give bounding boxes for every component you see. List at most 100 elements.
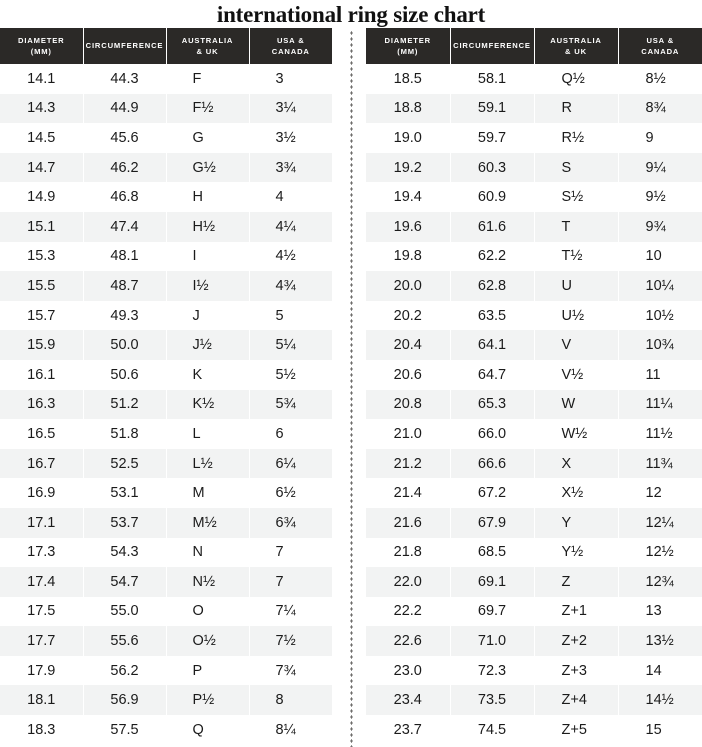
cell-diameter-mm: 23.0 bbox=[366, 655, 451, 686]
right-table-header: DIAMETER (mm) CIRCUMFERENCE AUSTRALIA & … bbox=[366, 28, 702, 64]
cell-australia-uk: R½ bbox=[534, 123, 619, 153]
cell-diameter-mm: 16.5 bbox=[0, 419, 84, 449]
cell-diameter-mm: 18.3 bbox=[0, 715, 84, 745]
cell-circumference: 44.9 bbox=[83, 93, 167, 124]
cell-australia-uk: O bbox=[166, 596, 250, 627]
table-row: 19.2 60.3 S 9¼ bbox=[366, 152, 702, 183]
table-row: 16.1 50.6 K 5½ bbox=[0, 359, 332, 390]
cell-usa-canada: 14 bbox=[645, 662, 662, 679]
cell-usa-canada: 5¾ bbox=[275, 396, 296, 413]
column-header-label: USA & bbox=[276, 35, 305, 45]
cell-usa-canada: 8¼ bbox=[275, 721, 296, 738]
cell-australia-uk: Z+3 bbox=[534, 655, 619, 686]
cell-australia-uk: K bbox=[166, 359, 250, 390]
cell-australia-uk: Z+1 bbox=[534, 596, 619, 627]
cell-diameter-mm: 15.3 bbox=[0, 241, 84, 272]
cell-australia-uk: F bbox=[166, 64, 250, 94]
cell-australia-uk: P bbox=[166, 655, 250, 686]
cell-australia-uk: M½ bbox=[166, 507, 250, 538]
cell-circumference: 53.7 bbox=[83, 507, 167, 538]
table-row: 19.8 62.2 T½ 10 bbox=[366, 241, 702, 272]
cell-circumference: 68.5 bbox=[450, 537, 535, 568]
table-row: 15.1 47.4 H½ 4¼ bbox=[0, 211, 332, 242]
header-row: DIAMETER (mm) CIRCUMFERENCE AUSTRALIA & … bbox=[0, 28, 332, 64]
table-row: 17.4 54.7 N½ 7 bbox=[0, 567, 332, 597]
column-header-circumference: CIRCUMFERENCE bbox=[83, 28, 167, 64]
header-row: DIAMETER (mm) CIRCUMFERENCE AUSTRALIA & … bbox=[366, 28, 702, 64]
cell-australia-uk: G½ bbox=[166, 152, 250, 183]
table-row: 15.5 48.7 I½ 4¾ bbox=[0, 271, 332, 301]
table-row: 20.4 64.1 V 10¾ bbox=[366, 330, 702, 360]
cell-usa-canada: 13 bbox=[645, 603, 662, 620]
cell-circumference: 65.3 bbox=[450, 389, 535, 420]
cell-australia-uk: Z+2 bbox=[534, 626, 619, 656]
cell-usa-canada: 7¾ bbox=[275, 662, 296, 679]
cell-usa-canada: 14½ bbox=[645, 692, 674, 709]
cell-australia-uk: T½ bbox=[534, 241, 619, 272]
cell-diameter-mm: 20.4 bbox=[366, 330, 451, 360]
column-header-label: DIAMETER bbox=[384, 35, 431, 45]
cell-australia-uk: I½ bbox=[166, 271, 250, 301]
cell-circumference: 48.7 bbox=[83, 271, 167, 301]
cell-australia-uk: X½ bbox=[534, 478, 619, 508]
cell-circumference: 50.0 bbox=[83, 330, 167, 360]
cell-usa-canada: 9¼ bbox=[645, 159, 666, 176]
cell-usa-canada: 6¾ bbox=[275, 514, 296, 531]
cell-diameter-mm: 18.5 bbox=[366, 64, 451, 94]
cell-australia-uk: L½ bbox=[166, 448, 250, 479]
cell-diameter-mm: 19.8 bbox=[366, 241, 451, 272]
cell-usa-canada: 11¼ bbox=[645, 396, 673, 413]
cell-circumference: 53.1 bbox=[83, 478, 167, 508]
cell-australia-uk: V bbox=[534, 330, 619, 360]
table-row: 18.1 56.9 P½ 8 bbox=[0, 685, 332, 716]
cell-diameter-mm: 17.9 bbox=[0, 655, 84, 686]
cell-circumference: 62.2 bbox=[450, 241, 535, 272]
table-row: 23.7 74.5 Z+5 15 bbox=[366, 715, 702, 745]
cell-diameter-mm: 16.1 bbox=[0, 359, 84, 390]
cell-usa-canada: 13½ bbox=[645, 633, 674, 650]
table-row: 16.9 53.1 M 6½ bbox=[0, 478, 332, 508]
cell-diameter-mm: 17.3 bbox=[0, 537, 84, 568]
column-header-label: AUSTRALIA bbox=[181, 35, 234, 45]
column-header-label: USA & bbox=[646, 35, 675, 45]
cell-diameter-mm: 20.6 bbox=[366, 359, 451, 390]
cell-diameter-mm: 20.0 bbox=[366, 271, 451, 301]
cell-diameter-mm: 19.6 bbox=[366, 211, 451, 242]
cell-usa-canada: 10¼ bbox=[645, 277, 674, 294]
cell-usa-canada: 6¼ bbox=[275, 455, 296, 472]
cell-australia-uk: V½ bbox=[534, 359, 619, 390]
column-header-diameter: DIAMETER (mm) bbox=[366, 28, 451, 64]
cell-circumference: 74.5 bbox=[450, 715, 535, 745]
table-divider bbox=[350, 30, 353, 747]
cell-usa-canada: 8¾ bbox=[645, 100, 666, 117]
cell-australia-uk: N bbox=[166, 537, 250, 568]
cell-usa-canada: 5¼ bbox=[275, 337, 296, 354]
cell-diameter-mm: 14.7 bbox=[0, 152, 84, 183]
cell-circumference: 62.8 bbox=[450, 271, 535, 301]
table-row: 19.0 59.7 R½ 9 bbox=[366, 123, 702, 153]
cell-circumference: 56.2 bbox=[83, 655, 167, 686]
table-row: 21.0 66.0 W½ 11½ bbox=[366, 419, 702, 449]
cell-circumference: 61.6 bbox=[450, 211, 535, 242]
column-header-sublabel: & UK bbox=[196, 47, 219, 56]
column-header-sublabel: (mm) bbox=[397, 47, 419, 56]
column-header-label: DIAMETER bbox=[18, 35, 65, 45]
cell-diameter-mm: 15.9 bbox=[0, 330, 84, 360]
table-row: 18.5 58.1 Q½ 8½ bbox=[366, 64, 702, 94]
table-row: 18.8 59.1 R 8¾ bbox=[366, 93, 702, 124]
cell-diameter-mm: 16.3 bbox=[0, 389, 84, 420]
cell-usa-canada: 10¾ bbox=[645, 337, 674, 354]
table-row: 14.1 44.3 F 3 bbox=[0, 64, 332, 94]
cell-circumference: 73.5 bbox=[450, 685, 535, 716]
table-row: 16.3 51.2 K½ 5¾ bbox=[0, 389, 332, 420]
cell-australia-uk: Z+5 bbox=[534, 715, 619, 745]
cell-diameter-mm: 20.8 bbox=[366, 389, 451, 420]
cell-diameter-mm: 23.4 bbox=[366, 685, 451, 716]
cell-diameter-mm: 19.0 bbox=[366, 123, 451, 153]
cell-usa-canada: 10½ bbox=[645, 307, 674, 324]
cell-diameter-mm: 16.9 bbox=[0, 478, 84, 508]
column-header-usa-canada: USA & CANADA bbox=[249, 28, 332, 64]
cell-australia-uk: T bbox=[534, 211, 619, 242]
cell-diameter-mm: 21.2 bbox=[366, 448, 451, 479]
ring-size-charts: DIAMETER (mm) CIRCUMFERENCE AUSTRALIA & … bbox=[0, 28, 702, 747]
